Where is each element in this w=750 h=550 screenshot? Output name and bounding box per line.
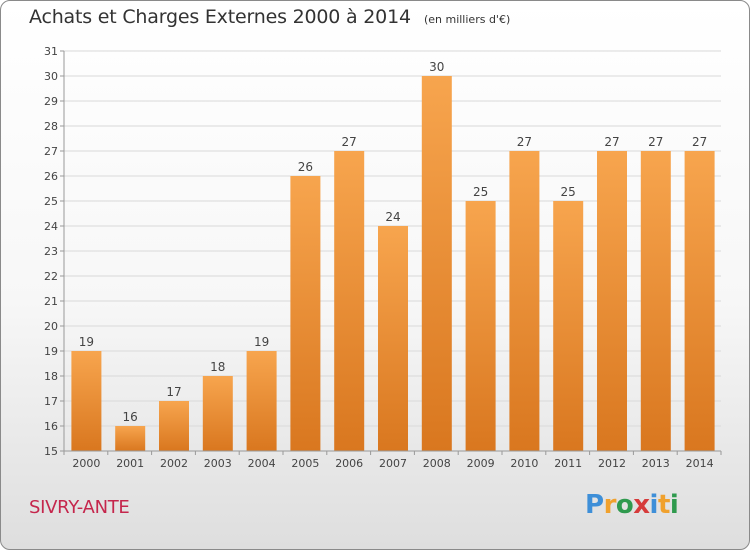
y-tick-label: 31 [44, 45, 58, 58]
bar-2013 [640, 151, 671, 451]
logo-letter: i [669, 490, 679, 520]
chart-subtitle: (en milliers d'€) [423, 13, 511, 26]
logo-letter: t [657, 490, 670, 520]
bars: 19 16 17 18 19 26 27 24 30 25 27 25 27 27 27 [71, 60, 715, 451]
bar-value-label: 17 [166, 385, 181, 399]
x-tick-label: 2006 [335, 457, 363, 470]
y-tick-label: 22 [44, 270, 58, 283]
x-axis: 2000 2001 2002 2003 2004 2005 2006 2007 2008 2009… [63, 451, 722, 470]
bar-value-label: 27 [648, 135, 663, 149]
bar-value-label: 27 [517, 135, 532, 149]
bar-value-label: 25 [473, 185, 488, 199]
bar-value-label: 19 [254, 335, 269, 349]
bar-2005 [290, 176, 321, 451]
logo-letter: P [585, 490, 604, 520]
y-tick-label: 27 [44, 145, 58, 158]
y-tick-label: 30 [44, 70, 58, 83]
bar-2008 [421, 76, 452, 451]
x-tick-label: 2003 [204, 457, 232, 470]
y-tick-label: 15 [44, 445, 58, 458]
x-tick-label: 2008 [423, 457, 451, 470]
bar-2000 [71, 351, 102, 451]
commune-name: SIVRY-ANTE [29, 497, 130, 518]
y-tick-label: 18 [44, 370, 58, 383]
bar-2004 [246, 351, 277, 451]
axis-lines [63, 51, 721, 452]
bar-value-label: 19 [79, 335, 94, 349]
bar-2003 [202, 376, 233, 451]
bar-2012 [597, 151, 627, 451]
bar-2011 [553, 201, 584, 451]
y-axis: 15 16 17 18 19 20 21 22 23 24 25 26 27 28 29 30 31 [44, 45, 64, 458]
bar-value-label: 27 [342, 135, 357, 149]
y-tick-label: 28 [44, 120, 58, 133]
proxiti-logo: Proxiti [585, 490, 679, 520]
bar-value-label: 27 [604, 135, 619, 149]
x-tick-label: 2010 [510, 457, 538, 470]
bar-value-label: 27 [692, 135, 707, 149]
x-tick-label: 2011 [554, 457, 582, 470]
y-tick-label: 26 [44, 170, 58, 183]
y-tick-label: 19 [44, 345, 58, 358]
logo-letter: i [649, 490, 659, 520]
bar-2006 [334, 151, 365, 451]
x-tick-label: 2013 [642, 457, 670, 470]
bar-2007 [378, 226, 408, 451]
x-tick-label: 2002 [160, 457, 188, 470]
x-tick-label: 2014 [686, 457, 714, 470]
x-tick-label: 2005 [291, 457, 319, 470]
bar-value-label: 18 [210, 360, 225, 374]
x-tick-label: 2009 [467, 457, 495, 470]
logo-letter: x [633, 490, 650, 520]
x-tick-label: 2001 [116, 457, 144, 470]
y-tick-label: 17 [44, 395, 58, 408]
y-tick-label: 24 [44, 220, 58, 233]
x-tick-label: 2004 [248, 457, 276, 470]
bar-2009 [465, 201, 496, 451]
x-tick-label: 2007 [379, 457, 407, 470]
y-tick-label: 21 [44, 295, 58, 308]
bar-value-label: 25 [561, 185, 576, 199]
bar-value-label: 24 [385, 210, 400, 224]
y-tick-label: 23 [44, 245, 58, 258]
title-row: Achats et Charges Externes 2000 à 2014 (… [29, 6, 510, 28]
chart-title: Achats et Charges Externes 2000 à 2014 [29, 6, 411, 28]
bar-2014 [684, 151, 715, 451]
y-tick-label: 16 [44, 420, 58, 433]
x-tick-label: 2000 [72, 457, 100, 470]
x-tick-label: 2012 [598, 457, 626, 470]
logo-letter: o [615, 490, 634, 520]
bar-2001 [115, 426, 146, 451]
logo-letter: r [603, 490, 617, 520]
y-tick-label: 29 [44, 95, 58, 108]
bar-2010 [509, 151, 540, 451]
bar-value-label: 16 [123, 410, 138, 424]
y-tick-label: 25 [44, 195, 58, 208]
bar-value-label: 30 [429, 60, 444, 74]
y-tick-label: 20 [44, 320, 58, 333]
bar-2002 [159, 401, 189, 451]
bar-value-label: 26 [298, 160, 313, 174]
